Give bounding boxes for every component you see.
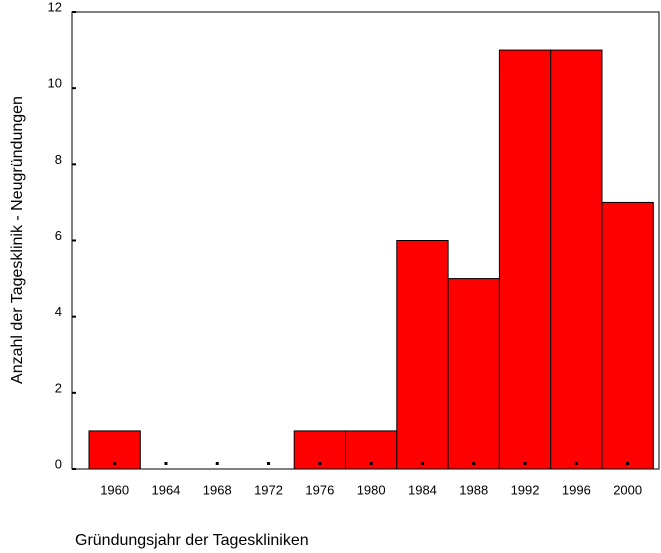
y-tick-label: 2 [55, 380, 62, 395]
y-tick-label: 10 [48, 76, 62, 91]
bar [498, 49, 552, 470]
x-tick [574, 462, 578, 465]
bar [550, 49, 603, 470]
x-tick [215, 462, 219, 465]
x-tick-label: 1992 [511, 482, 540, 497]
bar [601, 201, 654, 470]
x-tick-label: 1984 [408, 482, 437, 497]
x-tick-label: 1964 [151, 482, 180, 497]
x-tick-label: 1980 [357, 482, 386, 497]
x-tick-label: 1976 [305, 482, 334, 497]
x-tick [318, 462, 322, 465]
y-tick-label: 6 [55, 228, 62, 243]
plot-frame [71, 11, 660, 470]
x-tick-label: 1972 [254, 482, 283, 497]
x-tick [113, 462, 117, 465]
x-tick-label: 1968 [203, 482, 232, 497]
x-tick-label: 1960 [100, 482, 129, 497]
x-tick [420, 462, 424, 465]
bar [447, 278, 500, 470]
x-tick [472, 462, 476, 465]
x-tick-label: 2000 [613, 482, 642, 497]
y-tick-label: 4 [55, 304, 62, 319]
y-tick-label: 8 [55, 152, 62, 167]
x-tick [626, 462, 630, 465]
x-tick [164, 462, 168, 465]
y-tick-label: 12 [48, 0, 62, 14]
x-tick-label: 1988 [459, 482, 488, 497]
y-axis-title: Anzahl der Tagesklinik - Neugründungen [9, 96, 26, 384]
x-tick-label: 1996 [562, 482, 591, 497]
y-tick-label: 0 [55, 456, 62, 471]
bar [396, 240, 449, 470]
x-tick [267, 462, 271, 465]
x-tick [523, 462, 527, 465]
x-axis-title: Gründungsjahr der Tageskliniken [75, 532, 309, 549]
x-tick [369, 462, 373, 465]
